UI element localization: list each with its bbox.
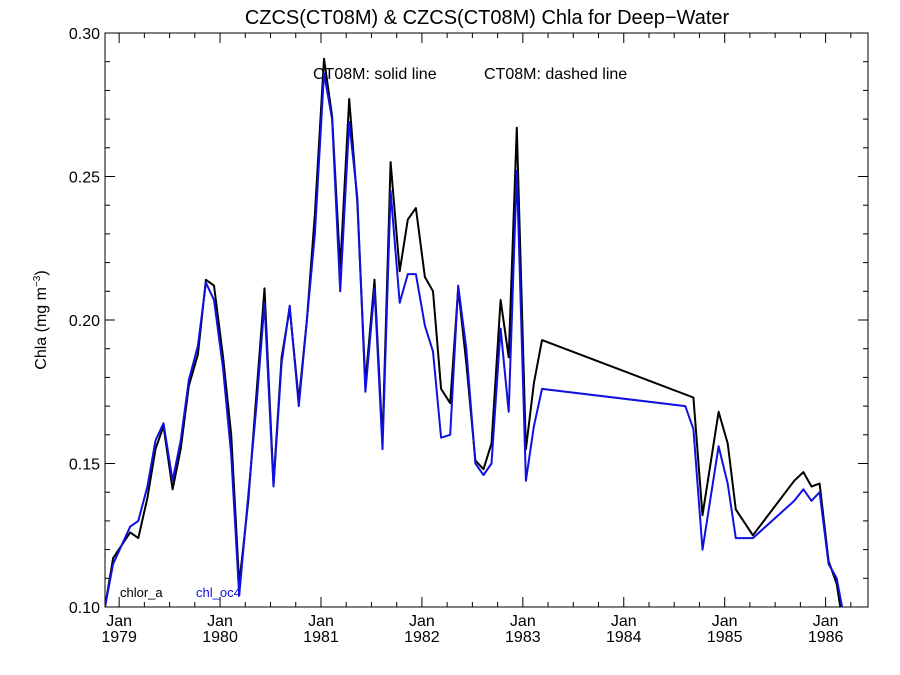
x-tick-month-label: Jan <box>308 613 334 630</box>
x-tick-month-label: Jan <box>813 613 839 630</box>
x-tick-month-label: Jan <box>712 613 738 630</box>
y-tick-label: 0.25 <box>69 170 100 187</box>
y-axis: 0.10 0.15 0.20 0.25 0.30 <box>69 26 868 617</box>
x-tick-year-label: 1983 <box>505 629 541 646</box>
series-line-chl-oc4 <box>105 72 844 607</box>
x-tick-year-label: 1982 <box>404 629 440 646</box>
x-axis: Jan1979Jan1980Jan1981Jan1982Jan1983Jan19… <box>101 33 852 646</box>
y-tick-label: 0.10 <box>69 600 100 617</box>
y-tick-label: 0.20 <box>69 313 100 330</box>
plot-frame <box>104 32 869 608</box>
series-line-chlor-a <box>105 57 842 607</box>
y-axis-label: Chla (mg m−3) <box>32 270 50 369</box>
x-tick-year-label: 1981 <box>303 629 339 646</box>
x-tick-year-label: 1980 <box>202 629 238 646</box>
x-tick-month-label: Jan <box>106 613 132 630</box>
legend-label-chlor-a: chlor_a <box>120 585 163 600</box>
x-tick-year-label: 1984 <box>606 629 642 646</box>
legend-label-chl-oc4: chl_oc4 <box>196 585 241 600</box>
annotation-dashed-line: CT08M: dashed line <box>484 66 627 83</box>
y-tick-label: 0.15 <box>69 457 100 474</box>
svg-text:Chla (mg m−3): Chla (mg m−3) <box>32 270 50 369</box>
x-tick-month-label: Jan <box>409 613 435 630</box>
x-tick-year-label: 1986 <box>808 629 844 646</box>
x-tick-year-label: 1979 <box>101 629 137 646</box>
chart-title: CZCS(CT08M) & CZCS(CT08M) Chla for Deep−… <box>245 7 730 29</box>
y-tick-label: 0.30 <box>69 26 100 43</box>
x-tick-month-label: Jan <box>611 613 637 630</box>
x-tick-year-label: 1985 <box>707 629 743 646</box>
series-layer <box>105 57 844 607</box>
x-tick-month-label: Jan <box>510 613 536 630</box>
annotation-solid-line: CT08M: solid line <box>313 66 437 83</box>
x-tick-month-label: Jan <box>207 613 233 630</box>
